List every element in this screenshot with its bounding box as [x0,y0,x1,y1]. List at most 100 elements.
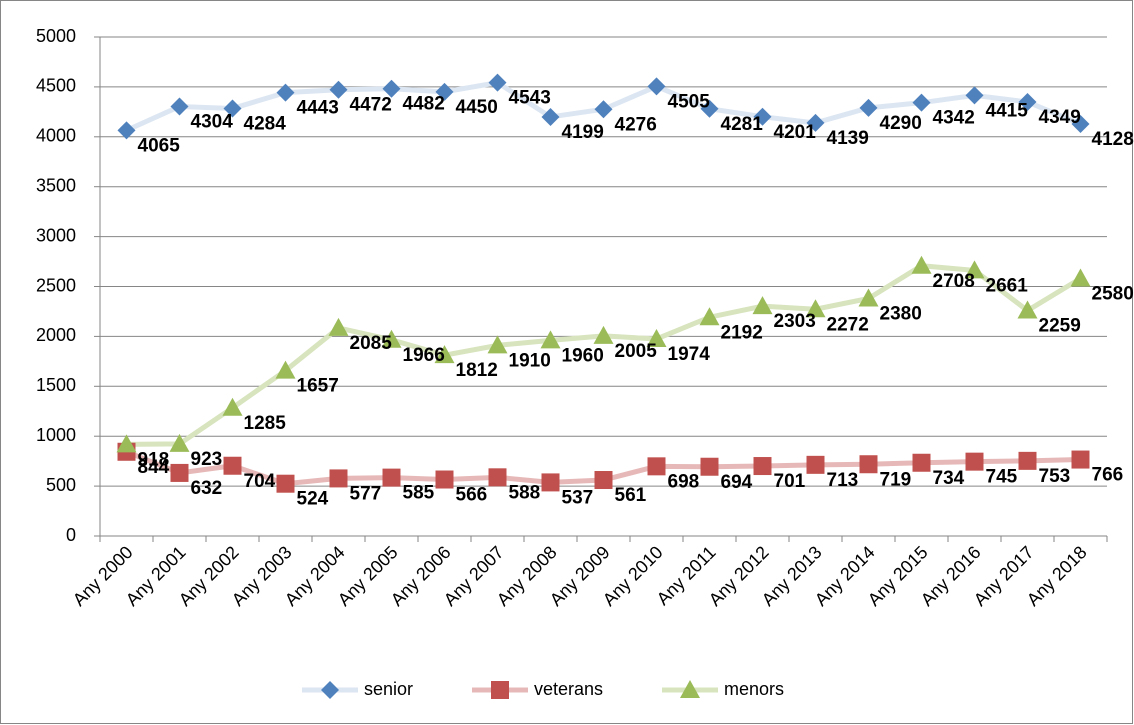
marker [170,463,189,482]
marker [321,681,339,699]
marker [116,434,137,453]
legend-label: senior [364,679,413,699]
marker [329,80,348,99]
marker [170,97,189,116]
marker [700,99,719,118]
data-label: 4543 [509,88,551,109]
data-label: 713 [827,470,859,491]
marker [382,79,401,98]
data-label: 1966 [403,345,445,366]
marker [275,360,296,379]
data-label: 577 [350,483,382,504]
marker [488,468,507,487]
marker [964,260,985,279]
legend-label: menors [724,679,784,699]
data-label: 918 [138,449,170,470]
marker [223,456,242,475]
marker [381,329,402,348]
data-label: 701 [774,471,806,492]
marker [540,330,561,349]
data-label: 4472 [350,95,392,116]
data-label: 4281 [721,114,764,135]
legend-label: veterans [534,679,603,699]
marker [491,681,509,699]
marker [911,255,932,274]
data-label: 4443 [297,98,339,119]
marker [488,73,507,92]
y-tick-label: 500 [46,475,76,495]
marker [646,328,667,347]
data-label: 4128 [1092,129,1134,150]
data-label: 2085 [350,333,393,354]
marker [435,470,454,489]
marker [593,325,614,344]
marker [912,453,931,472]
y-tick-label: 3500 [36,175,76,195]
data-label: 4284 [244,113,287,134]
y-tick-label: 5000 [36,26,76,46]
data-label: 753 [1039,466,1071,487]
marker [858,288,879,307]
data-label: 1657 [297,376,339,397]
data-label: 4065 [138,135,181,156]
marker [487,335,508,354]
marker [965,452,984,471]
marker [594,471,613,490]
data-label: 2259 [1039,316,1081,337]
data-label: 704 [244,471,276,492]
data-label: 844 [138,457,170,478]
data-label: 2303 [774,311,816,332]
data-label: 2380 [880,303,922,324]
data-label: 694 [721,472,753,493]
marker [965,86,984,105]
data-label: 632 [191,478,223,499]
data-label: 4482 [403,94,445,115]
marker [752,296,773,315]
marker [859,98,878,117]
y-tick-label: 0 [66,525,76,545]
data-label: 2272 [827,314,869,335]
marker [435,82,454,101]
data-label: 561 [615,485,647,506]
marker [859,455,878,474]
data-label: 585 [403,483,435,504]
marker [329,469,348,488]
data-label: 4450 [456,97,498,118]
y-tick-label: 4000 [36,126,76,146]
data-label: 4415 [986,100,1029,121]
marker [169,433,190,452]
data-label: 923 [191,449,223,470]
marker [700,457,719,476]
marker [434,345,455,364]
data-label: 734 [933,468,965,489]
marker [1018,451,1037,470]
marker [328,317,349,336]
data-label: 2005 [615,341,658,362]
data-label: 588 [509,482,541,503]
y-tick-label: 4500 [36,76,76,96]
marker [594,100,613,119]
data-label: 537 [562,487,594,508]
y-tick-label: 2500 [36,275,76,295]
marker [680,680,700,698]
marker [753,457,772,476]
data-label: 1910 [509,350,551,371]
marker [805,299,826,318]
marker [1018,92,1037,111]
data-label: 1285 [244,413,287,434]
data-label: 719 [880,469,912,490]
data-label: 2661 [986,275,1029,296]
data-label: 766 [1092,465,1124,486]
marker [1071,115,1090,134]
data-label: 524 [297,489,329,510]
marker [541,473,560,492]
data-label: 2192 [721,322,763,343]
data-label: 2708 [933,271,975,292]
marker [276,83,295,102]
marker [223,99,242,118]
y-tick-label: 1500 [36,375,76,395]
marker [1017,300,1038,319]
data-label: 745 [986,467,1018,488]
data-label: 1960 [562,345,604,366]
